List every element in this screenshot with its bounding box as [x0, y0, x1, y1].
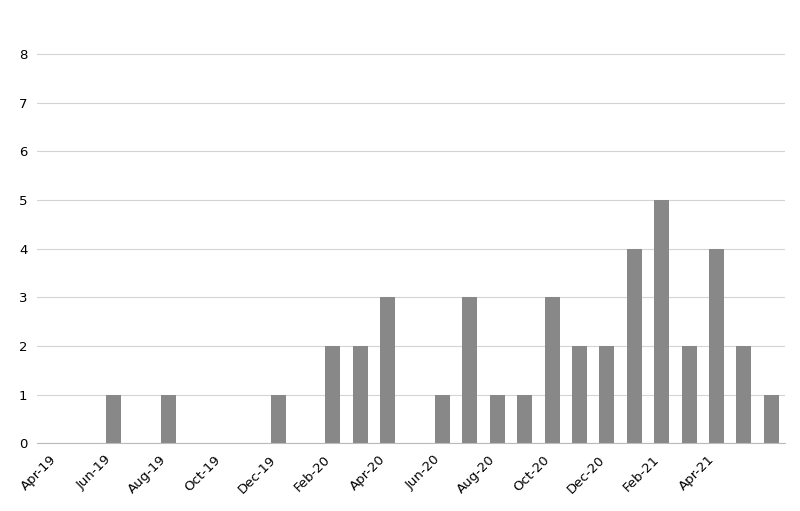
Bar [380, 297, 395, 444]
Bar [106, 394, 122, 444]
Bar [462, 297, 478, 444]
Bar [161, 394, 176, 444]
Bar [736, 346, 751, 444]
Bar [709, 249, 724, 444]
Bar [682, 346, 697, 444]
Bar [764, 394, 779, 444]
Bar [572, 346, 587, 444]
Bar [545, 297, 560, 444]
Bar [326, 346, 341, 444]
Bar [654, 200, 670, 444]
Bar [435, 394, 450, 444]
Bar [599, 346, 614, 444]
Bar [517, 394, 532, 444]
Bar [270, 394, 286, 444]
Bar [490, 394, 505, 444]
Bar [626, 249, 642, 444]
Bar [353, 346, 368, 444]
